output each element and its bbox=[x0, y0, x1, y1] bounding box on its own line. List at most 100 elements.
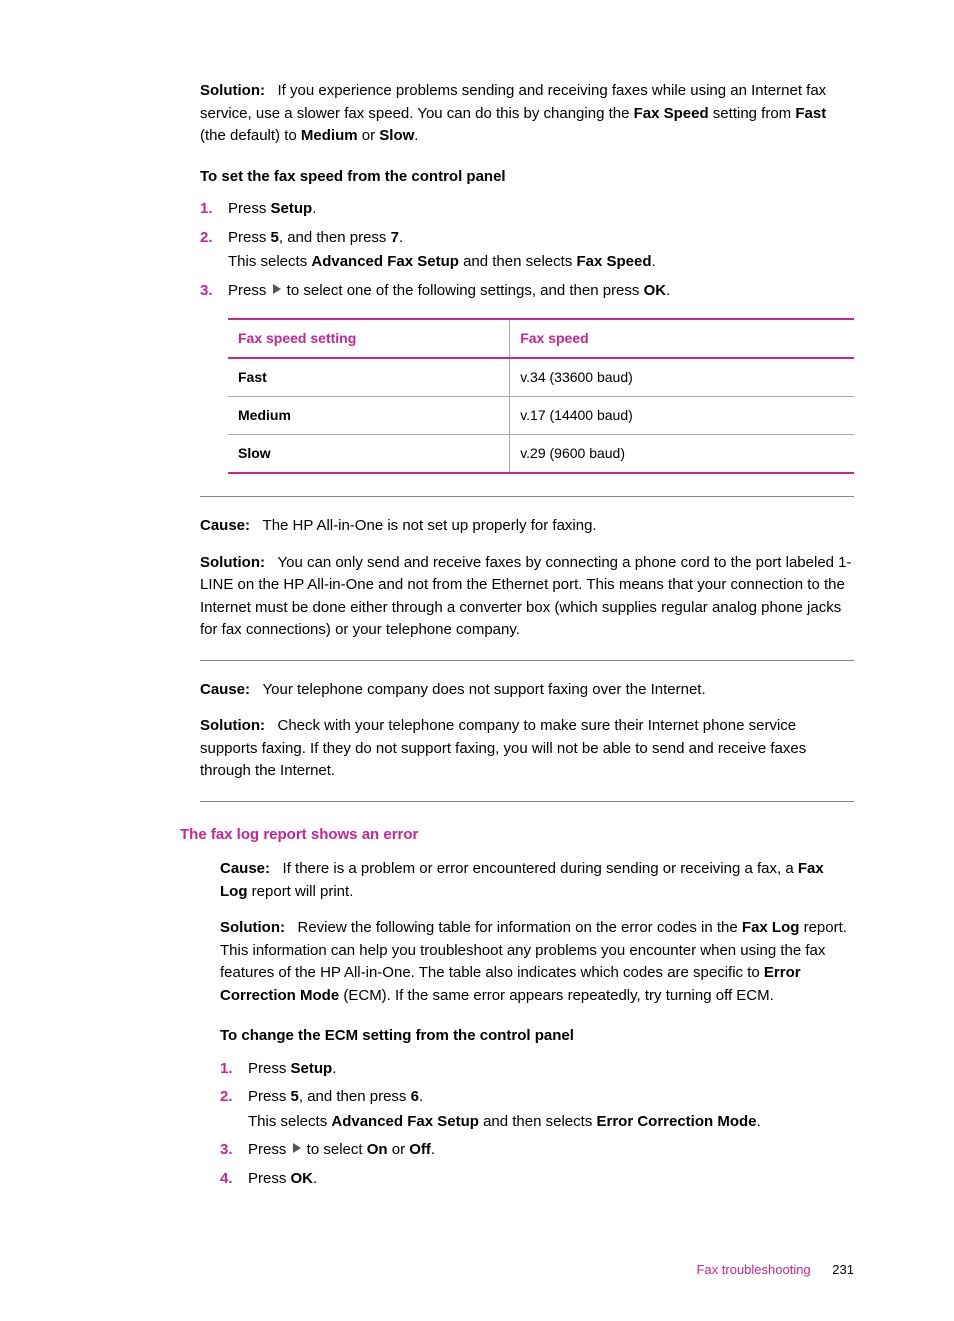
text: The HP All-in-One is not set up properly… bbox=[263, 517, 597, 534]
text: to select one of the following settings,… bbox=[283, 282, 644, 299]
list-item: 3. Press to select one of the following … bbox=[200, 280, 854, 303]
text: Press bbox=[228, 200, 271, 217]
text: Advanced Fax Setup bbox=[311, 253, 459, 270]
text: , and then press bbox=[299, 1088, 411, 1105]
cell-setting: Fast bbox=[228, 358, 510, 397]
steps-change-ecm: 1. Press Setup. 2. Press 5, and then pre… bbox=[220, 1058, 854, 1191]
text: Off bbox=[409, 1141, 431, 1158]
text: Setup bbox=[271, 200, 313, 217]
text: setting from bbox=[709, 105, 796, 122]
step-body: Press OK. bbox=[248, 1168, 854, 1191]
step-body: Press Setup. bbox=[248, 1058, 854, 1081]
page-footer: Fax troubleshooting 231 bbox=[696, 1260, 854, 1280]
solution-paragraph-2: Solution: You can only send and receive … bbox=[200, 552, 854, 642]
text: Press bbox=[228, 282, 271, 299]
list-item: 2. Press 5, and then press 6. This selec… bbox=[220, 1086, 854, 1133]
page-number: 231 bbox=[832, 1262, 854, 1277]
solution-lead: Solution: bbox=[200, 82, 265, 99]
cell-speed: v.17 (14400 baud) bbox=[510, 397, 854, 435]
fax-speed-table: Fax speed setting Fax speed Fast v.34 (3… bbox=[228, 318, 854, 474]
divider bbox=[200, 801, 854, 802]
text: . bbox=[666, 282, 670, 299]
step-body: Press to select On or Off. bbox=[248, 1139, 854, 1162]
text: or bbox=[388, 1141, 410, 1158]
cause-paragraph-3: Cause: Your telephone company does not s… bbox=[200, 679, 854, 702]
cell-speed: v.29 (9600 baud) bbox=[510, 435, 854, 474]
text: OK bbox=[644, 282, 667, 299]
step-body: Press to select one of the following set… bbox=[228, 280, 854, 303]
text: On bbox=[367, 1141, 388, 1158]
text: . bbox=[313, 1170, 317, 1187]
text: . bbox=[419, 1088, 423, 1105]
text: (ECM). If the same error appears repeate… bbox=[339, 987, 774, 1004]
text: Fax Log bbox=[742, 919, 800, 936]
right-arrow-icon bbox=[291, 1139, 303, 1162]
heading-set-fax-speed: To set the fax speed from the control pa… bbox=[200, 166, 854, 189]
divider bbox=[200, 660, 854, 661]
text: Press bbox=[228, 229, 271, 246]
step-number: 3. bbox=[220, 1139, 248, 1162]
text: . bbox=[431, 1141, 435, 1158]
cause-lead: Cause: bbox=[200, 517, 250, 534]
step-number: 3. bbox=[200, 280, 228, 303]
cell-setting: Medium bbox=[228, 397, 510, 435]
list-item: 1. Press Setup. bbox=[220, 1058, 854, 1081]
step-body: Press 5, and then press 7. This selects … bbox=[228, 227, 854, 274]
cause-lead: Cause: bbox=[200, 681, 250, 698]
text: Press bbox=[248, 1088, 291, 1105]
text: and then selects bbox=[479, 1113, 597, 1130]
step-body: Press Setup. bbox=[228, 198, 854, 221]
solution-lead: Solution: bbox=[220, 919, 285, 936]
cause-paragraph-2: Cause: The HP All-in-One is not set up p… bbox=[200, 515, 854, 538]
text: . bbox=[757, 1113, 761, 1130]
solution-paragraph-1: Solution: If you experience problems sen… bbox=[200, 80, 854, 148]
text: 7 bbox=[391, 229, 399, 246]
section-heading-fax-log-error: The fax log report shows an error bbox=[180, 824, 854, 847]
text: OK bbox=[291, 1170, 314, 1187]
solution-paragraph-3: Solution: Check with your telephone comp… bbox=[200, 715, 854, 783]
solution-paragraph-4: Solution: Review the following table for… bbox=[220, 917, 854, 1007]
text: . bbox=[399, 229, 403, 246]
list-item: 3. Press to select On or Off. bbox=[220, 1139, 854, 1162]
text: . bbox=[312, 200, 316, 217]
text: This selects bbox=[248, 1113, 331, 1130]
text: , and then press bbox=[279, 229, 391, 246]
solution-lead: Solution: bbox=[200, 717, 265, 734]
text: Medium bbox=[301, 127, 358, 144]
text: Press bbox=[248, 1141, 291, 1158]
text: . bbox=[332, 1060, 336, 1077]
text: to select bbox=[303, 1141, 367, 1158]
text: If there is a problem or error encounter… bbox=[283, 860, 798, 877]
text: Your telephone company does not support … bbox=[263, 681, 706, 698]
text: report will print. bbox=[248, 883, 354, 900]
col-header-setting: Fax speed setting bbox=[228, 319, 510, 358]
heading-change-ecm: To change the ECM setting from the contr… bbox=[220, 1025, 854, 1048]
text: Setup bbox=[291, 1060, 333, 1077]
text: or bbox=[358, 127, 380, 144]
text: (the default) to bbox=[200, 127, 301, 144]
step-body: Press 5, and then press 6. This selects … bbox=[248, 1086, 854, 1133]
text: Slow bbox=[379, 127, 414, 144]
cause-lead: Cause: bbox=[220, 860, 270, 877]
list-item: 2. Press 5, and then press 7. This selec… bbox=[200, 227, 854, 274]
text: Check with your telephone company to mak… bbox=[200, 717, 806, 779]
table-row: Fast v.34 (33600 baud) bbox=[228, 358, 854, 397]
text: Press bbox=[248, 1170, 291, 1187]
table-header-row: Fax speed setting Fax speed bbox=[228, 319, 854, 358]
table-row: Medium v.17 (14400 baud) bbox=[228, 397, 854, 435]
step-number: 1. bbox=[200, 198, 228, 221]
text: Press bbox=[248, 1060, 291, 1077]
text: This selects bbox=[228, 253, 311, 270]
text: Fax Speed bbox=[634, 105, 709, 122]
col-header-speed: Fax speed bbox=[510, 319, 854, 358]
cell-speed: v.34 (33600 baud) bbox=[510, 358, 854, 397]
steps-fax-speed: 1. Press Setup. 2. Press 5, and then pre… bbox=[200, 198, 854, 302]
solution-lead: Solution: bbox=[200, 554, 265, 571]
step-number: 4. bbox=[220, 1168, 248, 1191]
text: Advanced Fax Setup bbox=[331, 1113, 479, 1130]
text: 6 bbox=[411, 1088, 419, 1105]
text: Fax Speed bbox=[576, 253, 651, 270]
text: You can only send and receive faxes by c… bbox=[200, 554, 852, 639]
text: Fast bbox=[795, 105, 826, 122]
step-number: 2. bbox=[220, 1086, 248, 1133]
